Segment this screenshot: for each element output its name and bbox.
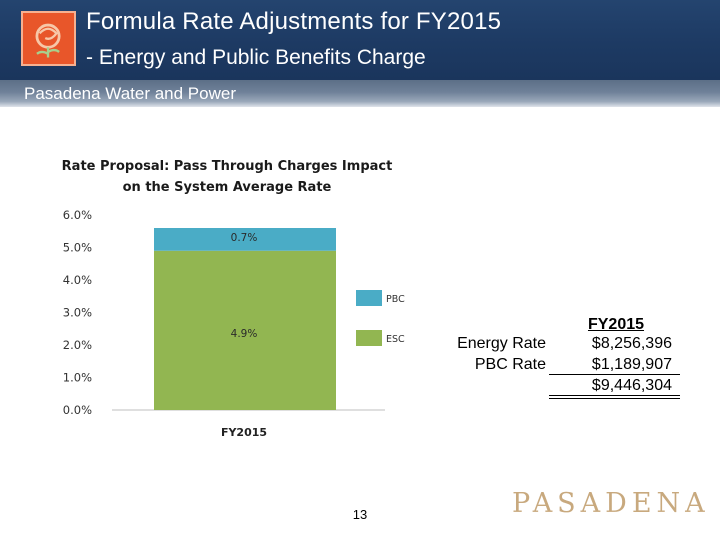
rose-logo bbox=[21, 11, 76, 66]
y-tick-label: 0.0% bbox=[63, 403, 92, 417]
title-bar bbox=[0, 0, 720, 80]
y-axis-ticks: 0.0% 1.0% 2.0% 3.0% 4.0% 5.0% 6.0% bbox=[63, 208, 92, 417]
data-label-pbc: 0.7% bbox=[231, 232, 258, 244]
row-label-pbc: PBC Rate bbox=[474, 356, 546, 373]
y-tick-label: 4.0% bbox=[63, 273, 92, 287]
table-header: FY2015 bbox=[587, 316, 645, 333]
subtotal-rule bbox=[549, 374, 680, 375]
row-value-pbc: $1,189,907 bbox=[591, 356, 672, 373]
page-number: 13 bbox=[352, 507, 368, 522]
page-title: Formula Rate Adjustments for FY2015 bbox=[86, 8, 502, 35]
legend-swatch-pbc bbox=[356, 290, 382, 306]
section-bar bbox=[0, 80, 720, 107]
bar-series: 4.9% 0.7% bbox=[154, 228, 336, 410]
chart-legend: PBC ESC bbox=[356, 290, 405, 346]
chart-canvas: Rate Proposal: Pass Through Charges Impa… bbox=[62, 159, 405, 439]
pasadena-wordmark: PASADENA bbox=[512, 488, 710, 519]
total-rule-bottom bbox=[549, 398, 680, 399]
legend-label-pbc: PBC bbox=[386, 294, 405, 305]
y-tick-label: 5.0% bbox=[63, 241, 92, 255]
chart-title-line1: Rate Proposal: Pass Through Charges Impa… bbox=[62, 159, 393, 174]
stacked-bar-chart: Rate Proposal: Pass Through Charges Impa… bbox=[40, 145, 440, 450]
y-tick-label: 6.0% bbox=[63, 208, 92, 222]
row-value-energy: $8,256,396 bbox=[591, 335, 672, 352]
total-rule-top bbox=[549, 395, 680, 396]
y-tick-label: 3.0% bbox=[63, 306, 92, 320]
bar-segment-pbc bbox=[154, 228, 336, 251]
legend-swatch-esc bbox=[356, 330, 382, 346]
x-axis-categories: FY2015 bbox=[221, 426, 267, 439]
chart-title-line2: on the System Average Rate bbox=[123, 180, 332, 195]
data-label-esc: 4.9% bbox=[231, 328, 258, 340]
x-category-label: FY2015 bbox=[221, 426, 267, 439]
rose-icon bbox=[35, 23, 61, 58]
y-tick-label: 2.0% bbox=[63, 338, 92, 352]
bar-segment-esc bbox=[154, 250, 336, 410]
cost-table: FY2015 Energy Rate $8,256,396 PBC Rate $… bbox=[450, 314, 690, 404]
total-value: $9,446,304 bbox=[591, 377, 672, 394]
y-tick-label: 1.0% bbox=[63, 371, 92, 385]
section-title: Pasadena Water and Power bbox=[24, 84, 236, 103]
legend-label-esc: ESC bbox=[386, 334, 405, 345]
row-label-energy: Energy Rate bbox=[457, 335, 546, 352]
page-subtitle: - Energy and Public Benefits Charge bbox=[86, 46, 426, 69]
